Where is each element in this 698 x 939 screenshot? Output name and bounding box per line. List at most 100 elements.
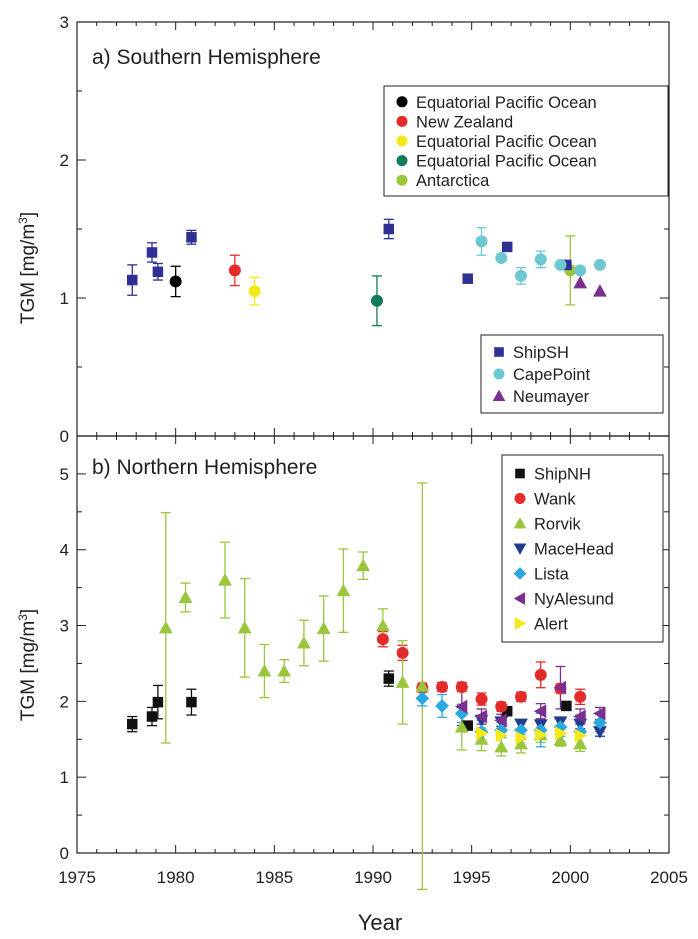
legend-marker (396, 96, 408, 108)
legend-box (501, 454, 664, 643)
data-point (454, 720, 469, 733)
data-point (415, 679, 430, 692)
y-tick-label-b: 2 (60, 692, 69, 711)
legend-marker (513, 517, 527, 529)
data-point (316, 621, 331, 635)
data-point (127, 274, 138, 286)
y-axis-label-b-sup: 3 (16, 614, 30, 621)
data-point (534, 668, 547, 681)
legend-marker (493, 368, 505, 380)
series-capepoint-a (476, 226, 546, 285)
y-tick-label-b: 1 (60, 768, 69, 787)
data-point (435, 699, 449, 713)
legend-marker (396, 115, 408, 127)
legend-label: Equatorial Pacific Ocean (416, 94, 597, 112)
y-tick-label-a: 1 (60, 289, 69, 308)
data-point (277, 664, 292, 677)
legend-label: ShipNH (534, 466, 591, 484)
data-point (494, 739, 509, 753)
data-point (158, 620, 173, 634)
data-point (593, 284, 607, 297)
data-point (554, 258, 567, 271)
x-tick-label: 1975 (58, 868, 96, 887)
data-point (574, 264, 587, 277)
data-point (376, 633, 389, 646)
data-point (297, 636, 311, 649)
data-point (515, 730, 528, 745)
data-point (476, 726, 489, 741)
data-point (534, 253, 547, 266)
legend-marker (396, 174, 408, 186)
markers-neumayer-a (573, 275, 607, 297)
data-point (248, 285, 261, 298)
legend-b-1: ShipNH Wank Rorvik MaceHead Lista NyAlesund Al… (501, 454, 664, 643)
legend-marker (513, 543, 527, 555)
legend-label: Equatorial Pacific Ocean (416, 133, 597, 151)
data-point (501, 705, 513, 717)
y-tick-label-b: 3 (60, 617, 69, 636)
data-point (356, 558, 371, 572)
y-axis-label-a-prefix: TGM [mg/m (18, 224, 39, 324)
data-point (474, 709, 488, 724)
legend-box (383, 85, 669, 197)
data-point (237, 620, 252, 634)
legend-box (480, 334, 664, 414)
data-point (514, 736, 528, 750)
panel-southern-hemisphere: 0 1 2 3 a) Southern Hemisphere Equatorial Pac… (60, 13, 670, 446)
legend-label: Antarctica (416, 172, 490, 190)
data-point (383, 673, 395, 684)
data-point (169, 275, 182, 288)
data-point (146, 247, 158, 258)
data-point (495, 728, 509, 743)
x-tick-label: 1985 (255, 868, 293, 887)
data-point (573, 275, 588, 289)
legend-marker (515, 468, 525, 479)
data-point (383, 223, 395, 235)
legend-marker (494, 347, 504, 357)
data-point (574, 690, 587, 703)
data-point (375, 618, 390, 632)
data-point (395, 675, 410, 688)
y-tick-label-a: 2 (60, 151, 69, 170)
y-axis-label-b-suffix: ] (18, 609, 39, 614)
series-shipnh-b (127, 670, 394, 733)
data-point (186, 696, 197, 708)
data-point (515, 690, 527, 703)
data-point (455, 680, 468, 693)
y-tick-label-b: 0 (60, 844, 69, 863)
x-tick-label: 1990 (354, 868, 392, 887)
series-macehead-b (496, 716, 605, 737)
data-point (554, 726, 568, 741)
legend-label: MaceHead (534, 541, 614, 559)
legend-label: NyAlesund (534, 591, 614, 609)
markers-capepoint-a (475, 235, 606, 282)
legend-a-2: ShipSH CapePoint Neumayer (480, 334, 664, 414)
markers-equatorial-pacific-ocean-a (169, 275, 182, 288)
legend-marker (492, 389, 506, 402)
data-point (436, 680, 449, 693)
data-point (573, 709, 586, 724)
data-point (370, 294, 383, 307)
data-point (415, 691, 430, 706)
legend-marker (396, 155, 408, 167)
y-axis-label-panel-a: TGM [mg/m3] (16, 212, 39, 324)
data-point (553, 680, 566, 695)
legend-marker (514, 617, 527, 630)
x-tick-label: 1995 (453, 868, 491, 887)
data-point (574, 728, 588, 743)
markers-alert-b (476, 726, 588, 745)
data-point (146, 711, 158, 722)
data-point (462, 273, 473, 284)
legend-label: Alert (534, 616, 568, 634)
y-tick-label-b: 4 (60, 541, 69, 560)
x-tick-label: 2005 (650, 868, 688, 887)
markers-shipnh-b (127, 673, 572, 731)
data-point (396, 646, 409, 659)
x-tick-label: 1980 (157, 868, 195, 887)
data-point (475, 235, 488, 248)
data-point (515, 269, 527, 282)
legend-label: Rorvik (534, 516, 582, 534)
markers-wank-b (376, 633, 587, 713)
markers-nyalesund-b (454, 680, 606, 728)
